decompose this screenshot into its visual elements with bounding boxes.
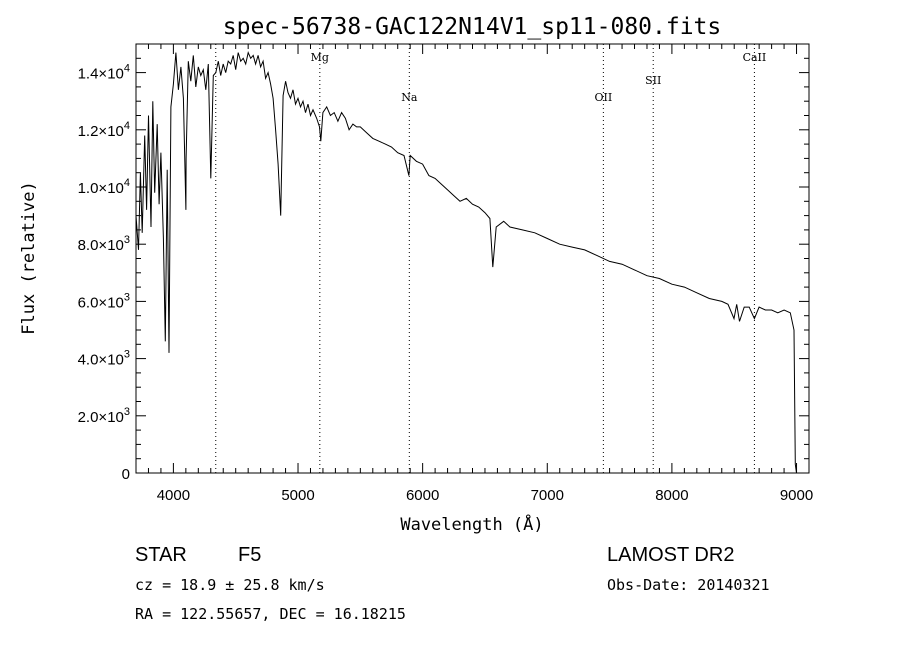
y-tick-mantissa: 4.0×10 (78, 352, 124, 369)
obs-date-text: Obs-Date: 20140321 (607, 576, 770, 594)
y-tick-mantissa: 8.0×10 (78, 237, 124, 254)
y-tick-exponent: 3 (124, 291, 130, 303)
x-tick-label: 5000 (281, 487, 314, 504)
line-annotations: Mg Na OII SII CaII (311, 51, 767, 104)
annotation-label: CaII (743, 51, 767, 64)
y-tick-label: 6.0×103 (78, 291, 130, 311)
y-tick-exponent: 4 (124, 120, 130, 132)
x-tick-label: 9000 (780, 487, 813, 504)
survey-name: LAMOST DR2 (607, 544, 734, 566)
y-tick-mantissa: 6.0×10 (78, 294, 124, 311)
y-tick-label: 0 (122, 466, 130, 483)
annotation-label: OII (595, 91, 613, 104)
x-axis-label: Wavelength (Å) (400, 513, 543, 535)
annotation-label: Mg (311, 51, 329, 64)
chart-title: spec-56738-GAC122N14V1_sp11-080.fits (223, 14, 722, 40)
annotation-label: SII (645, 74, 661, 87)
x-tick-label: 4000 (157, 487, 190, 504)
y-tick-exponent: 4 (124, 63, 130, 75)
y-tick-exponent: 3 (124, 406, 130, 418)
spectral-subclass: F5 (238, 544, 261, 566)
y-tick-label: 2.0×103 (78, 406, 130, 426)
y-axis-label: Flux (relative) (19, 181, 39, 335)
x-tick-label: 8000 (655, 487, 688, 504)
x-tick-label: 7000 (531, 487, 564, 504)
coordinates-text: RA = 122.55657, DEC = 16.18215 (135, 605, 406, 623)
y-tick-label: 1.2×104 (78, 120, 130, 140)
y-tick-mantissa: 1.0×10 (78, 180, 124, 197)
y-tick-label: 1.4×104 (78, 63, 130, 83)
x-axis-ticks: 4000 5000 6000 7000 8000 9000 (135, 44, 813, 504)
y-axis-ticks: 02.0×1034.0×1036.0×1038.0×1031.0×1041.2×… (78, 43, 809, 483)
y-tick-label: 1.0×104 (78, 177, 130, 197)
redshift-text: cz = 18.9 ± 25.8 km/s (135, 576, 325, 594)
line-markers (215, 44, 755, 473)
annotation-label: Na (401, 91, 418, 104)
spectrum-line (135, 50, 797, 474)
y-tick-label: 8.0×103 (78, 234, 130, 254)
y-tick-mantissa: 1.2×10 (78, 123, 124, 140)
y-tick-label: 4.0×103 (78, 349, 130, 369)
x-tick-label: 6000 (406, 487, 439, 504)
y-tick-mantissa: 1.4×10 (78, 66, 124, 83)
plot-frame (135, 43, 810, 474)
object-type: STAR (135, 544, 187, 566)
y-tick-exponent: 3 (124, 234, 130, 246)
y-tick-exponent: 3 (124, 349, 130, 361)
y-tick-mantissa: 2.0×10 (78, 409, 124, 426)
y-tick-exponent: 4 (124, 177, 130, 189)
